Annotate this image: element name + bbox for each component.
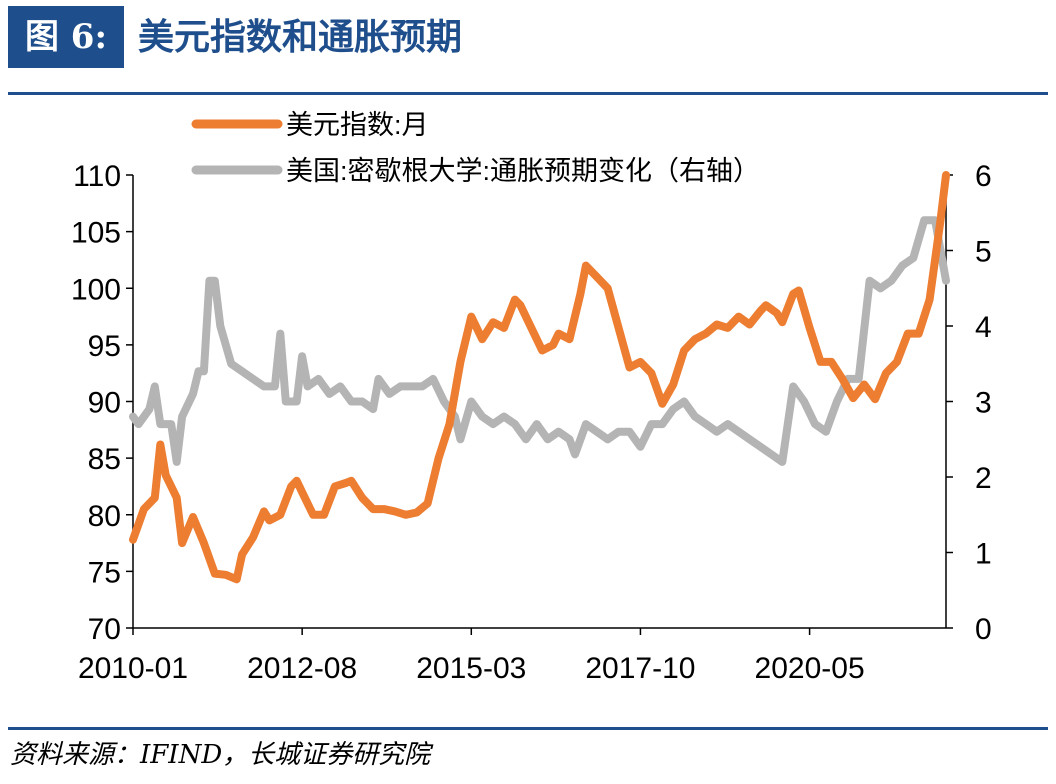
series-line-dollar-index: [129, 171, 950, 584]
legend: 美元指数:月 美国:密歇根大学:通胀预期变化（右轴）: [191, 110, 760, 186]
right-tick-label: 2: [975, 462, 992, 495]
series-lines: [129, 171, 950, 584]
bottom-rule: [8, 727, 1048, 730]
top-rule: [8, 92, 1048, 95]
x-tick-label: 2015-03: [416, 652, 526, 685]
x-tick-label: 2017-10: [585, 652, 695, 685]
right-tick-label: 5: [975, 236, 992, 269]
left-tick-label: 105: [71, 217, 121, 250]
left-tick-label: 90: [88, 387, 121, 420]
figure-title: 美元指数和通胀预期: [138, 16, 463, 58]
legend-label-inflation-expectation: 美国:密歇根大学:通胀预期变化（右轴）: [286, 156, 760, 186]
left-tick-label: 85: [88, 443, 121, 476]
legend-label-dollar-index: 美元指数:月: [286, 110, 429, 140]
figure-label: 图 6:: [8, 6, 124, 68]
right-tick-label: 3: [975, 387, 992, 420]
axes: 70 75 80 85 90 95 100 105 110 0 1 2 3 4 5 6 2010-01 2012-…: [71, 160, 992, 685]
source-note: 资料来源：IFIND，长城证券研究院: [10, 740, 431, 770]
right-tick-label: 1: [975, 538, 992, 571]
left-tick-label: 70: [88, 613, 121, 646]
series-line-inflation-expectation: [129, 216, 950, 466]
right-tick-label: 4: [975, 311, 992, 344]
left-tick-label: 95: [88, 330, 121, 363]
left-tick-label: 110: [73, 160, 121, 193]
x-tick-label: 2010-01: [78, 652, 188, 685]
x-tick-label: 2012-08: [247, 652, 357, 685]
left-tick-label: 100: [71, 273, 121, 306]
left-tick-label: 75: [88, 556, 121, 589]
x-tick-label: 2020-05: [755, 652, 865, 685]
left-tick-label: 80: [88, 500, 121, 533]
right-tick-label: 6: [975, 160, 992, 193]
right-tick-label: 0: [975, 613, 992, 646]
